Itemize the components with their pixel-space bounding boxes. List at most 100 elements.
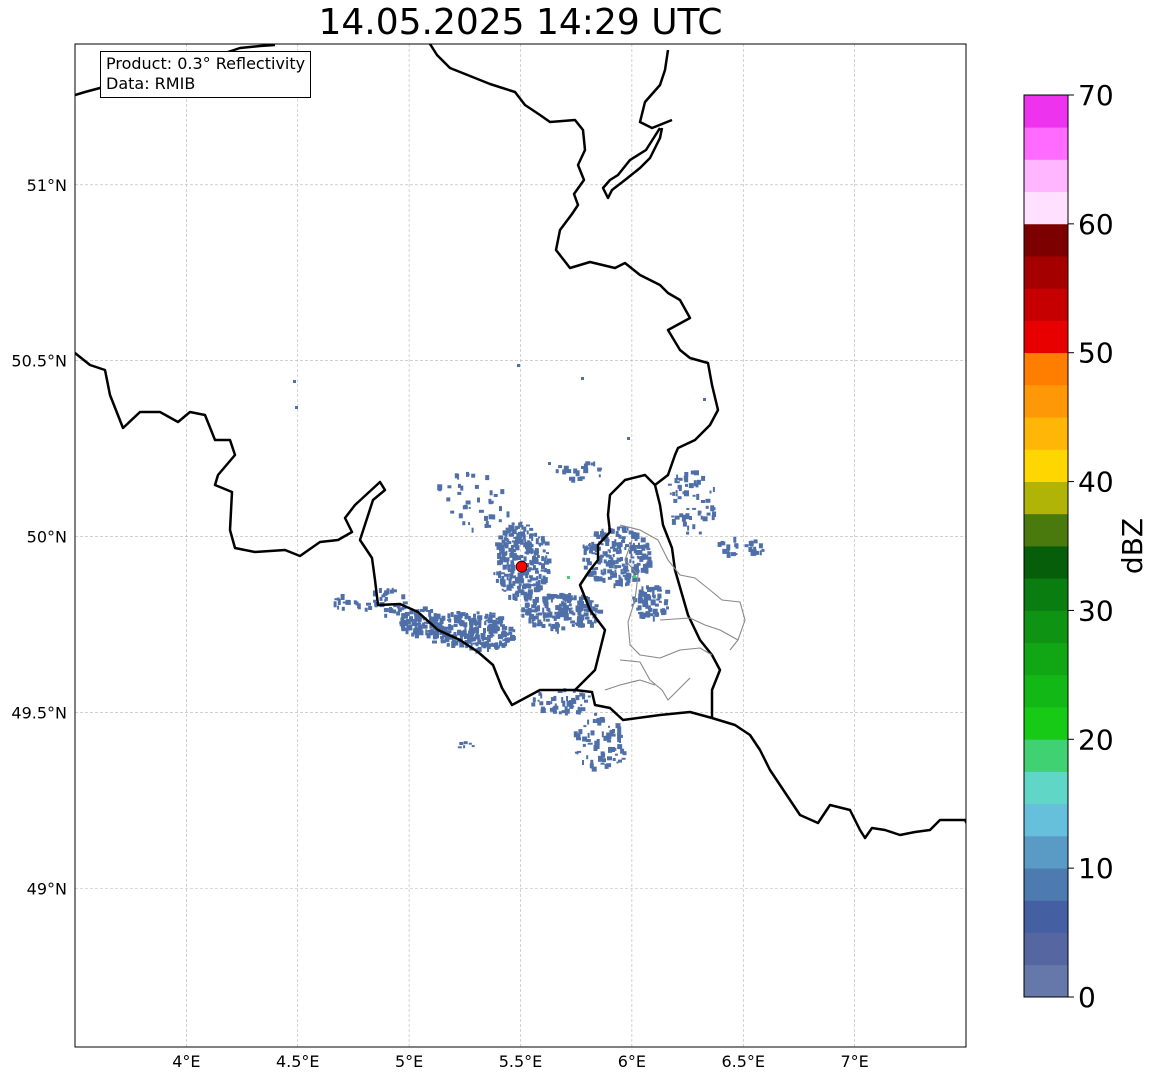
echo-pixel <box>558 465 563 469</box>
echo-pixel <box>501 581 504 587</box>
echo-pixel <box>414 624 418 630</box>
echo-pixel <box>430 616 436 623</box>
echo-pixel <box>472 642 476 645</box>
echo-pixel <box>472 628 476 634</box>
echo-pixel <box>660 608 663 613</box>
echo-pixel <box>438 614 441 620</box>
echo-pixel <box>579 603 585 606</box>
echo-pixel <box>504 542 508 549</box>
echo-pixel <box>710 505 715 512</box>
echo-pixel <box>644 592 648 595</box>
echo-pixel <box>422 606 428 612</box>
echo-pixel <box>402 601 408 605</box>
echo-pixel <box>574 751 578 754</box>
echo-pixel <box>503 530 508 535</box>
echo-pixel <box>533 598 536 603</box>
echo-pixel <box>481 633 485 639</box>
radar-site-marker <box>515 560 528 573</box>
echo-pixel <box>454 618 458 624</box>
echo-pixel <box>510 526 515 532</box>
echo-pixel <box>544 557 547 562</box>
echo-pixel <box>553 706 557 710</box>
echo-pixel <box>510 569 515 574</box>
echo-pixel <box>410 625 413 631</box>
echo-pixel <box>393 609 396 614</box>
echo-pixel <box>389 607 392 613</box>
echo-pixel <box>696 479 701 485</box>
echo-pixel <box>581 620 583 625</box>
echo-pixel <box>620 580 623 587</box>
echo-pixel <box>647 595 652 601</box>
echo-pixel <box>579 692 584 697</box>
echo-pixel <box>490 642 494 647</box>
echo-pixel <box>561 593 566 597</box>
echo-pixel <box>613 583 616 589</box>
echo-pixel <box>569 700 573 706</box>
echo-pixel <box>594 712 598 716</box>
echo-pixel <box>521 613 525 618</box>
echo-pixel <box>590 462 595 466</box>
echo-pixel <box>614 747 617 751</box>
echo-pixel <box>488 630 494 634</box>
colorbar-swatch <box>1024 288 1068 321</box>
echo-pixel <box>727 547 730 553</box>
echo-pixel <box>468 522 471 526</box>
echo-pixel <box>530 534 533 537</box>
echo-pixel <box>583 468 589 474</box>
echo-pixel <box>567 576 570 579</box>
echo-pixel <box>473 618 476 621</box>
colorbar-tick-label: 30 <box>1078 594 1114 627</box>
echo-pixel <box>518 583 522 587</box>
echo-pixel <box>618 578 623 584</box>
echo-pixel <box>538 691 542 696</box>
colorbar-swatch <box>1024 352 1068 386</box>
echo-pixel <box>712 487 715 492</box>
echo-pixel <box>614 542 620 546</box>
echo-pixel <box>422 622 426 626</box>
echo-pixel <box>498 574 501 579</box>
echo-pixel <box>490 634 495 637</box>
echo-pixel <box>430 609 434 613</box>
echo-pixel <box>471 473 476 478</box>
echo-pixel <box>584 604 588 608</box>
echo-pixel <box>501 588 504 591</box>
echo-pixel <box>621 540 625 542</box>
echo-pixel <box>478 617 481 621</box>
echo-pixel <box>541 539 546 544</box>
echo-pixel <box>593 543 599 549</box>
echo-pixel <box>381 594 386 598</box>
echo-pixel <box>625 560 629 565</box>
echo-pixel <box>485 613 489 618</box>
echo-pixel <box>518 522 523 528</box>
echo-pixel <box>685 513 690 520</box>
echo-pixel <box>486 524 492 528</box>
lat-tick-label: 50.5°N <box>11 352 67 371</box>
echo-pixel <box>576 737 581 741</box>
echo-pixel <box>540 693 543 699</box>
echo-pixel <box>457 746 462 749</box>
echo-pixel <box>549 611 553 618</box>
echo-pixel <box>588 549 593 554</box>
echo-pixel <box>594 547 597 553</box>
echo-pixel <box>440 637 443 644</box>
echo-pixel <box>538 536 540 539</box>
echo-pixel <box>614 753 618 756</box>
echo-pixel <box>637 556 643 560</box>
echo-pixel <box>405 630 409 635</box>
echo-pixel <box>661 609 667 615</box>
echo-pixel <box>405 627 410 631</box>
echo-pixel <box>550 598 553 603</box>
echo-pixel <box>537 699 540 702</box>
echo-pixel <box>624 547 627 550</box>
echo-pixel <box>584 699 588 703</box>
echo-pixel <box>488 514 493 520</box>
echo-pixel <box>696 493 700 500</box>
echo-pixel <box>618 558 622 562</box>
echo-pixel <box>487 617 493 624</box>
echo-pixel <box>652 594 656 599</box>
echo-pixel <box>563 465 569 472</box>
echo-pixel <box>506 511 510 518</box>
echo-pixel <box>476 611 480 615</box>
echo-pixel <box>464 640 469 645</box>
echo-pixel <box>459 620 465 627</box>
